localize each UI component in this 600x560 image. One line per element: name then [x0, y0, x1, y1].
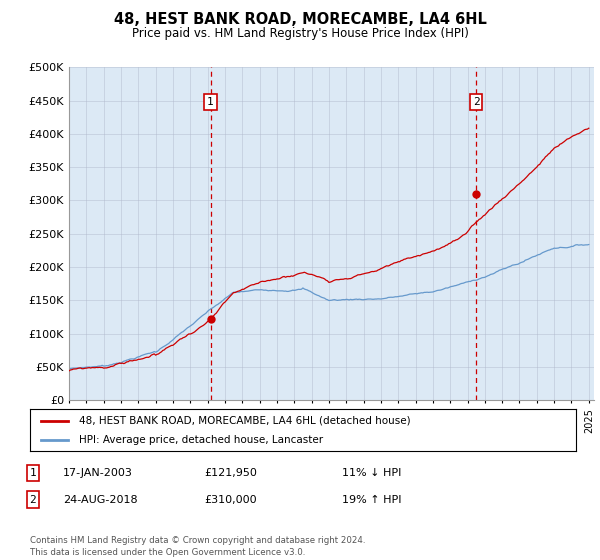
Text: 2: 2 [29, 494, 37, 505]
Text: 1: 1 [207, 97, 214, 107]
Text: £121,950: £121,950 [204, 468, 257, 478]
Text: 2: 2 [473, 97, 479, 107]
Text: Price paid vs. HM Land Registry's House Price Index (HPI): Price paid vs. HM Land Registry's House … [131, 27, 469, 40]
Text: 19% ↑ HPI: 19% ↑ HPI [342, 494, 401, 505]
Text: 11% ↓ HPI: 11% ↓ HPI [342, 468, 401, 478]
Text: £310,000: £310,000 [204, 494, 257, 505]
Text: 48, HEST BANK ROAD, MORECAMBE, LA4 6HL: 48, HEST BANK ROAD, MORECAMBE, LA4 6HL [113, 12, 487, 27]
Text: 24-AUG-2018: 24-AUG-2018 [63, 494, 137, 505]
Text: HPI: Average price, detached house, Lancaster: HPI: Average price, detached house, Lanc… [79, 435, 323, 445]
Text: 1: 1 [29, 468, 37, 478]
Text: 17-JAN-2003: 17-JAN-2003 [63, 468, 133, 478]
Text: 48, HEST BANK ROAD, MORECAMBE, LA4 6HL (detached house): 48, HEST BANK ROAD, MORECAMBE, LA4 6HL (… [79, 416, 411, 426]
Text: Contains HM Land Registry data © Crown copyright and database right 2024.
This d: Contains HM Land Registry data © Crown c… [30, 536, 365, 557]
